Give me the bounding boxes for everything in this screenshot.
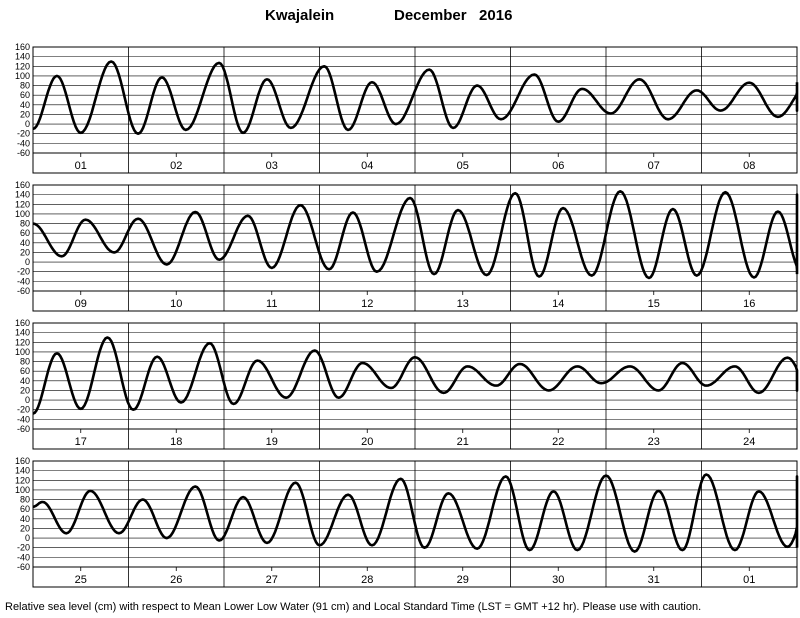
y-tick-label: 120 (15, 199, 30, 209)
y-tick-label: 120 (15, 475, 30, 485)
y-tick-label: 80 (20, 219, 30, 229)
day-label: 16 (743, 298, 755, 310)
y-tick-label: -60 (17, 562, 30, 572)
day-label: 29 (457, 574, 469, 586)
day-label: 01 (75, 160, 87, 172)
y-tick-label: 160 (15, 180, 30, 190)
y-tick-label: 100 (15, 71, 30, 81)
y-tick-label: -20 (17, 543, 30, 553)
day-label: 24 (743, 436, 755, 448)
day-label: 13 (457, 298, 469, 310)
tide-curve (32, 190, 799, 280)
y-tick-label: -40 (17, 414, 30, 424)
day-label: 01 (743, 574, 755, 586)
y-tick-label: 160 (15, 42, 30, 52)
y-tick-label: 0 (25, 257, 30, 267)
y-tick-label: 60 (20, 366, 30, 376)
day-label: 27 (266, 574, 278, 586)
y-tick-label: 20 (20, 385, 30, 395)
y-tick-label: 40 (20, 238, 30, 248)
y-tick-label: -60 (17, 286, 30, 296)
y-tick-label: 160 (15, 318, 30, 328)
y-tick-label: 20 (20, 109, 30, 119)
day-label: 18 (170, 436, 182, 448)
tide-curve (32, 60, 799, 135)
day-label: 20 (361, 436, 373, 448)
day-label: 19 (266, 436, 278, 448)
day-label: 10 (170, 298, 182, 310)
day-label: 04 (361, 160, 373, 172)
y-tick-label: 120 (15, 61, 30, 71)
day-label: 06 (552, 160, 564, 172)
y-tick-label: 20 (20, 247, 30, 257)
y-tick-label: -60 (17, 148, 30, 158)
day-label: 08 (743, 160, 755, 172)
y-tick-label: 60 (20, 504, 30, 514)
y-tick-label: 140 (15, 328, 30, 338)
y-tick-label: 60 (20, 228, 30, 238)
y-tick-label: 0 (25, 119, 30, 129)
y-tick-label: 100 (15, 209, 30, 219)
day-label: 02 (170, 160, 182, 172)
day-label: 23 (648, 436, 660, 448)
y-tick-label: -20 (17, 267, 30, 277)
y-tick-label: 120 (15, 337, 30, 347)
y-tick-label: 160 (15, 456, 30, 466)
day-label: 15 (648, 298, 660, 310)
y-tick-label: 100 (15, 347, 30, 357)
tide-curve (32, 473, 799, 553)
y-tick-label: 60 (20, 90, 30, 100)
chart-subtitle: December 2016 (394, 7, 512, 24)
y-tick-label: 40 (20, 376, 30, 386)
y-tick-label: 140 (15, 190, 30, 200)
day-label: 28 (361, 574, 373, 586)
y-tick-label: 0 (25, 395, 30, 405)
y-tick-label: 0 (25, 533, 30, 543)
y-tick-label: 140 (15, 52, 30, 62)
day-label: 30 (552, 574, 564, 586)
day-label: 31 (648, 574, 660, 586)
y-tick-label: 140 (15, 466, 30, 476)
day-label: 22 (552, 436, 564, 448)
y-tick-label: -20 (17, 405, 30, 415)
day-label: 17 (75, 436, 87, 448)
day-label: 09 (75, 298, 87, 310)
y-tick-label: 20 (20, 523, 30, 533)
day-label: 07 (648, 160, 660, 172)
day-label: 05 (457, 160, 469, 172)
y-tick-label: -40 (17, 552, 30, 562)
y-tick-label: 100 (15, 485, 30, 495)
y-tick-label: 80 (20, 357, 30, 367)
day-label: 03 (266, 160, 278, 172)
y-tick-label: 40 (20, 514, 30, 524)
y-tick-label: -40 (17, 276, 30, 286)
y-tick-label: -40 (17, 138, 30, 148)
y-tick-label: 40 (20, 100, 30, 110)
chart-caption: Relative sea level (cm) with respect to … (5, 601, 701, 613)
y-tick-label: -60 (17, 424, 30, 434)
day-label: 25 (75, 574, 87, 586)
day-label: 21 (457, 436, 469, 448)
y-tick-label: 80 (20, 81, 30, 91)
day-label: 14 (552, 298, 564, 310)
day-label: 26 (170, 574, 182, 586)
day-label: 11 (266, 298, 277, 310)
tide-curve (32, 336, 799, 415)
y-tick-label: -20 (17, 129, 30, 139)
y-tick-label: 80 (20, 495, 30, 505)
chart-title: Kwajalein (265, 7, 334, 24)
day-label: 12 (361, 298, 373, 310)
